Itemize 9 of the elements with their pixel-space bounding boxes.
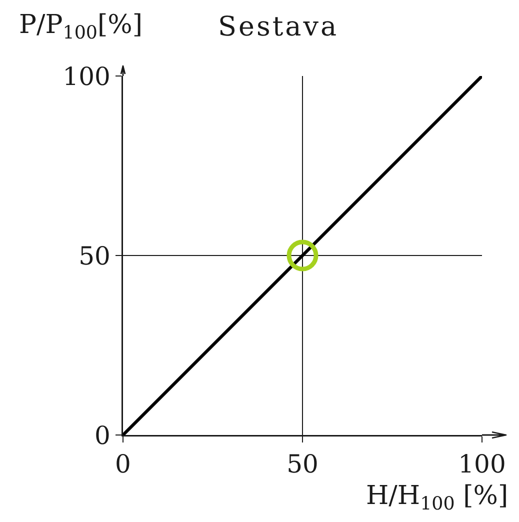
x-axis-title: H/H$_{100}$ [%] <box>366 481 508 514</box>
chart-title: Sestava <box>218 11 339 42</box>
y-tick-label: 0 <box>94 420 110 450</box>
x-tick-label: 0 <box>115 450 131 479</box>
x-tick-label: 100 <box>458 450 506 479</box>
y-axis-title: P/P$_{100}$[%] <box>19 10 142 44</box>
y-tick-label: 50 <box>78 241 110 270</box>
y-tick-label: 100 <box>62 62 110 91</box>
x-tick-label: 50 <box>286 450 318 479</box>
